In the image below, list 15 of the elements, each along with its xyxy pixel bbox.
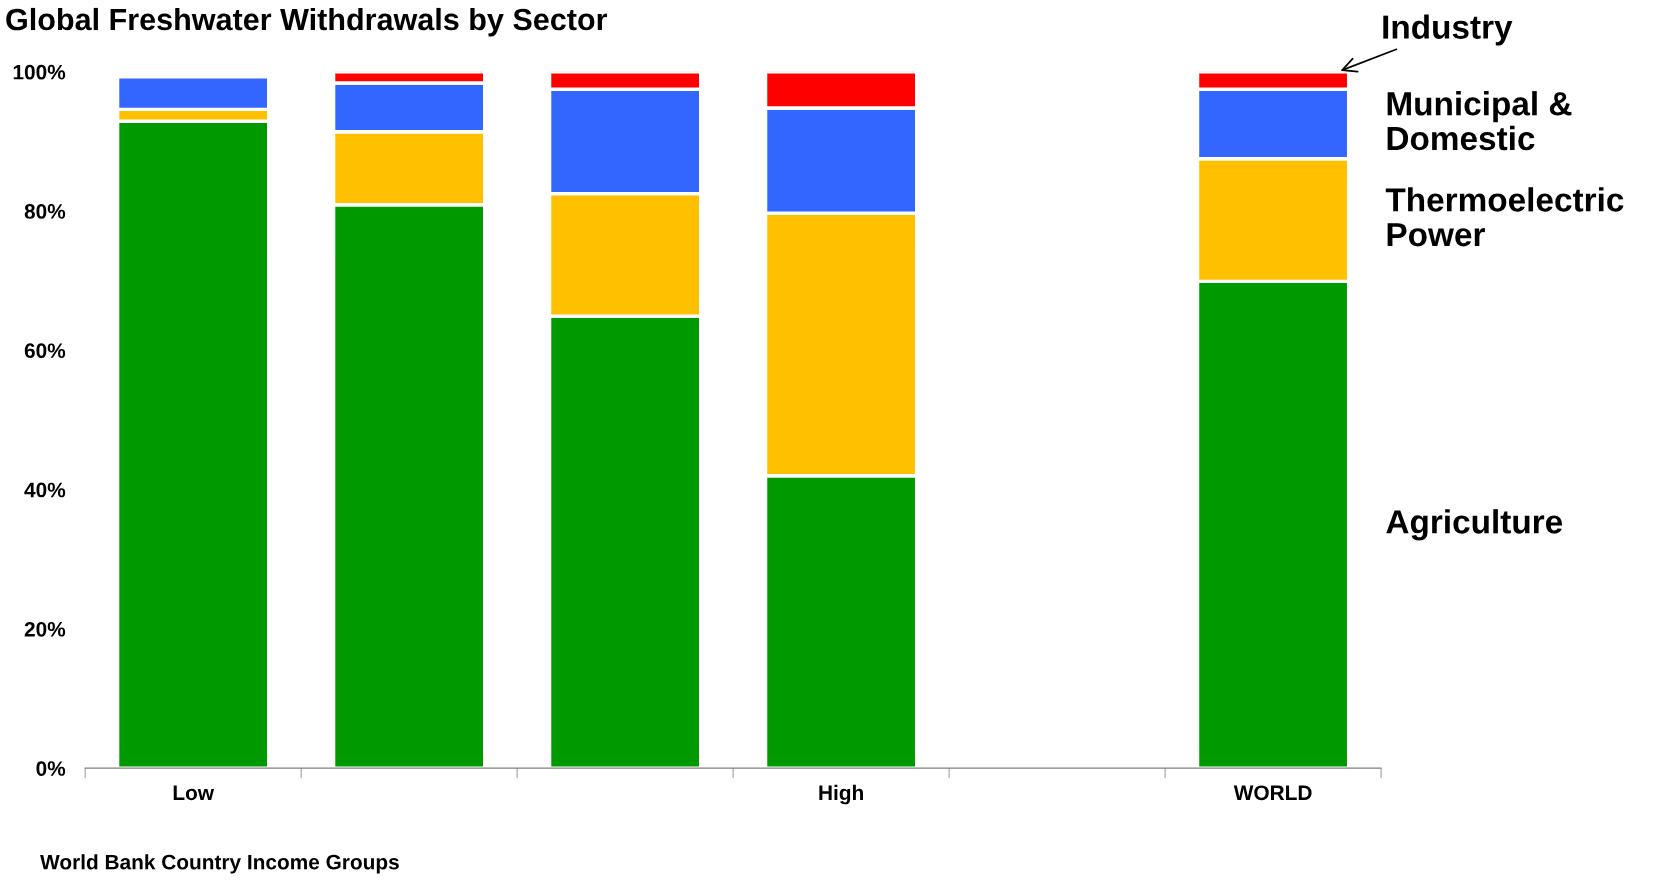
x-tick-label: WORLD [1233,785,1312,801]
y-tick-label: 100% [13,64,66,80]
series-label: Agriculture [1386,509,1563,541]
y-tick-label: 20% [24,621,66,637]
series-label: Industry [1383,14,1513,46]
y-tick-label: 40% [24,482,66,498]
series-label: Municipal & Domestic [1387,91,1572,151]
y-tick-label: 60% [24,343,66,359]
chart-title: Global Freshwater Withdrawals by Sector [6,7,608,37]
x-tick-label: Low [173,785,215,801]
series-label: Thermoelectric Power [1385,187,1624,247]
x-tick-label: High [819,784,863,805]
y-tick-label: 80% [24,204,66,219]
x-axis-title: World Bank Country Income Groups [40,854,399,874]
y-tick-label: 0% [36,761,66,776]
